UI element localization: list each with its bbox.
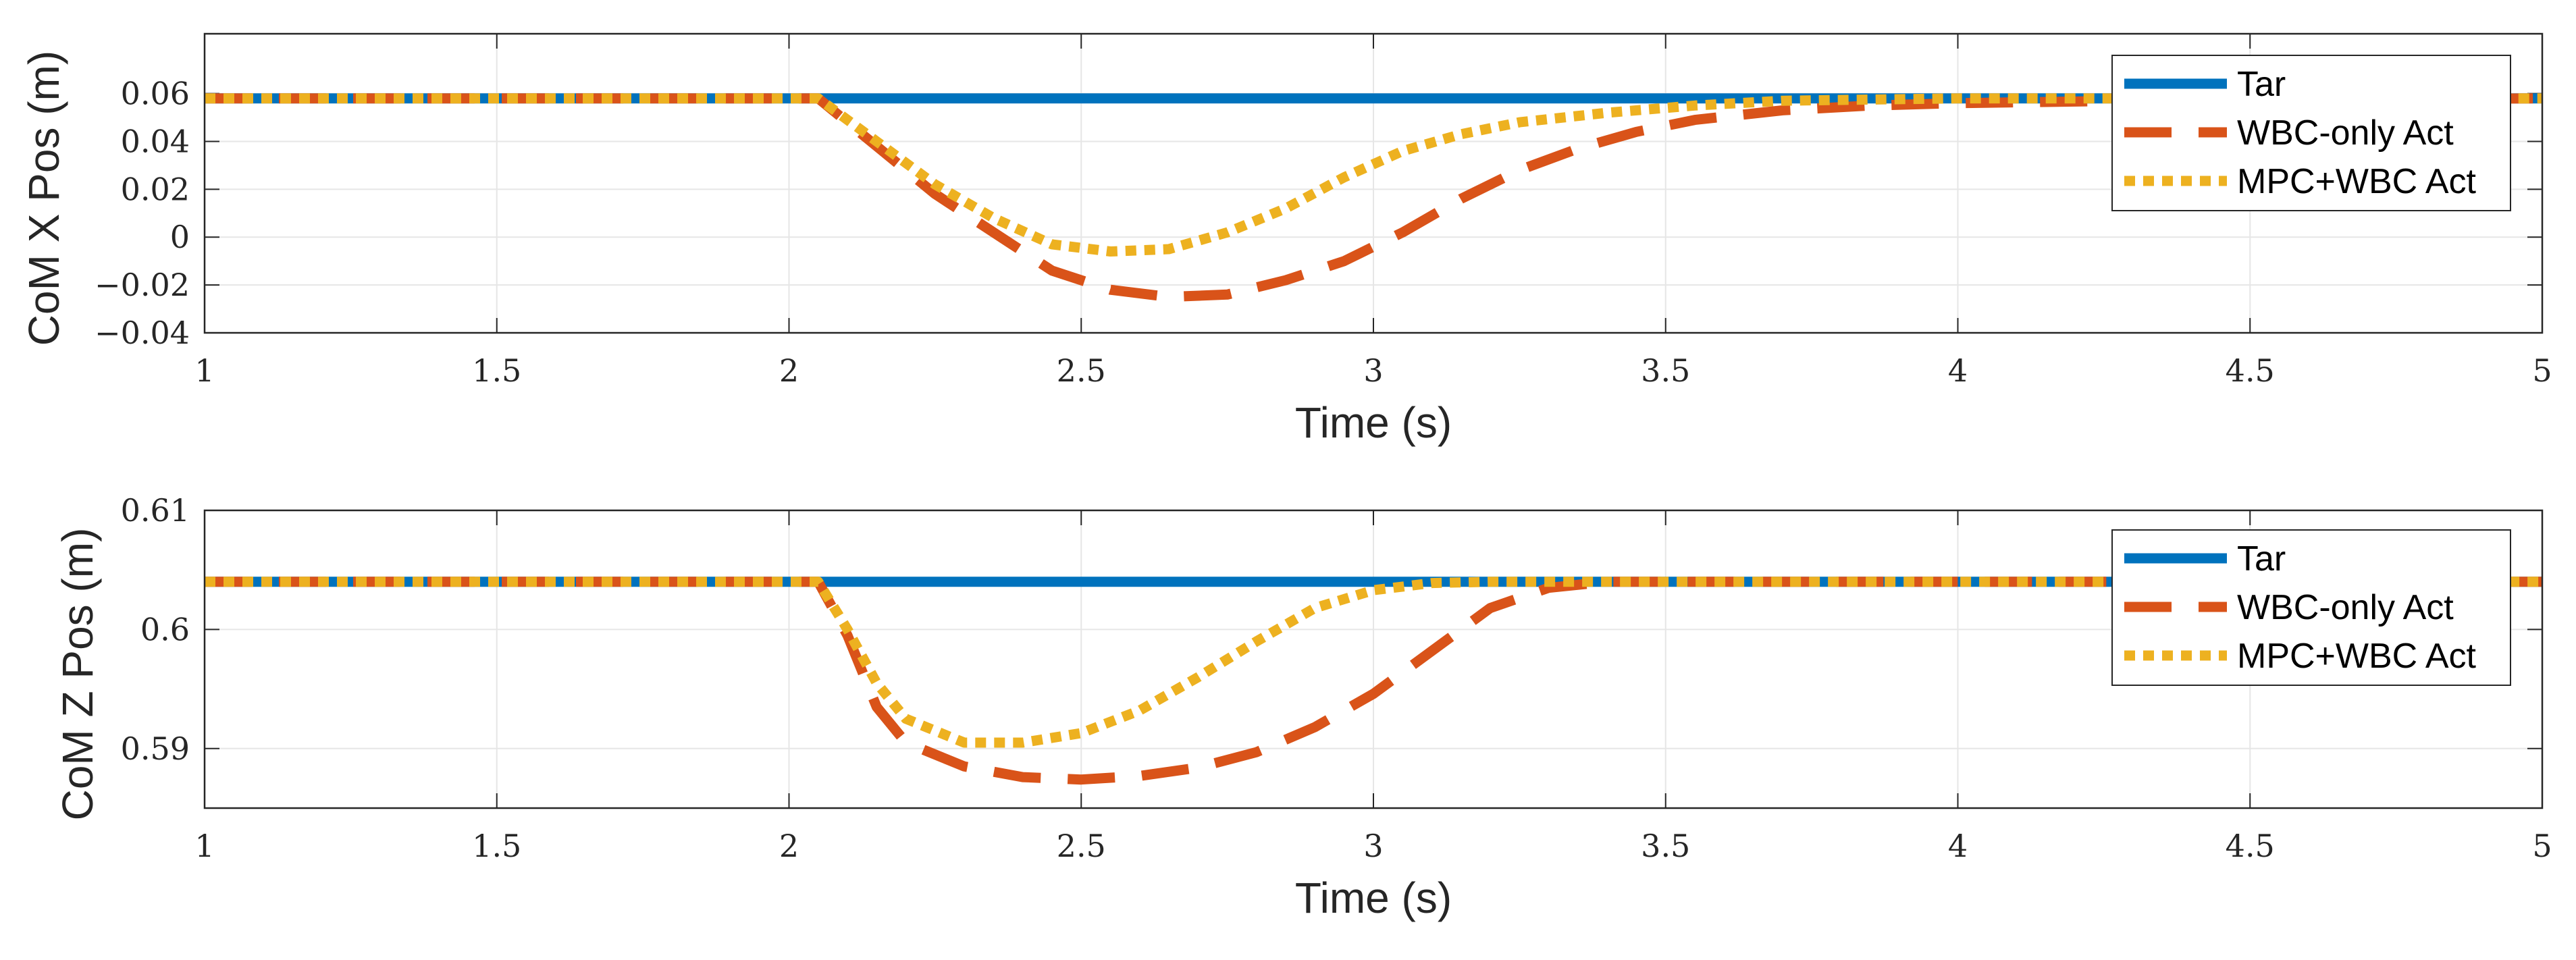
legend-entry: Tar (2237, 65, 2286, 104)
y-axis-label: CoM X Pos (m) (20, 51, 68, 346)
y-axis-label: CoM Z Pos (m) (53, 528, 102, 821)
subplot-2: 1 1.5 2 2.5 3 3.5 4 4.5 5 0.59 0.6 0.61 Time (s) CoM … (53, 492, 2552, 922)
x-tick-label: 3.5 (1641, 352, 1690, 389)
legend-entry: MPC+WBC Act (2237, 162, 2476, 201)
x-tick-label: 3 (1363, 828, 1383, 864)
axes-box (203, 32, 2544, 334)
y-tick-label: 0.06 (121, 76, 190, 112)
x-tick-label: 1.5 (472, 828, 521, 864)
x-tick-label: 3.5 (1641, 828, 1690, 864)
x-tick-label: 3 (1363, 352, 1383, 389)
y-tick-label: −0.04 (95, 315, 190, 351)
legend-entry: WBC-only Act (2237, 113, 2454, 153)
x-tick-label: 2 (779, 828, 799, 864)
legend-entry: WBC-only Act (2237, 588, 2454, 627)
y-tick-label: 0.59 (121, 730, 190, 767)
x-tick-label: 4 (1948, 828, 1968, 864)
series-line-wbc-only-act (205, 577, 2542, 785)
legend: Tar WBC-only Act MPC+WBC Act (2111, 529, 2511, 686)
x-tick-label: 4.5 (2226, 352, 2275, 389)
legend: Tar WBC-only Act MPC+WBC Act (2111, 55, 2511, 211)
y-tick-label: 0.02 (121, 171, 190, 207)
x-tick-label: 1 (194, 828, 214, 864)
series-line-wbc-only-act (205, 93, 2542, 302)
series-line-mpc-wbc-act (205, 93, 2542, 257)
x-tick-label: 5 (2532, 828, 2552, 864)
legend-entry: MPC+WBC Act (2237, 637, 2476, 676)
x-tick-label: 1 (194, 352, 214, 389)
y-tick-label: 0.04 (121, 123, 190, 159)
x-tick-label: 5 (2532, 352, 2552, 389)
x-tick-label: 4 (1948, 352, 1968, 389)
legend-entry: Tar (2237, 539, 2286, 579)
x-tick-label: 2.5 (1057, 828, 1106, 864)
y-tick-label: 0.6 (140, 611, 190, 647)
x-tick-label: 1.5 (472, 352, 521, 389)
x-tick-label: 2.5 (1057, 352, 1106, 389)
x-tick-label: 4.5 (2226, 828, 2275, 864)
series-line-mpc-wbc-act (205, 577, 2542, 748)
y-tick-label: 0.61 (121, 492, 190, 529)
x-axis-label: Time (s) (1295, 398, 1452, 447)
subplot-1: 1 1.5 2 2.5 3 3.5 4 4.5 5 −0.04 −0.02 0 0.02 0.04 0.06… (20, 32, 2552, 447)
y-tick-label: 0 (170, 219, 190, 255)
x-axis-label: Time (s) (1295, 874, 1452, 922)
y-tick-label: −0.02 (95, 267, 190, 303)
x-tick-label: 2 (779, 352, 799, 389)
axes-box (203, 509, 2544, 809)
